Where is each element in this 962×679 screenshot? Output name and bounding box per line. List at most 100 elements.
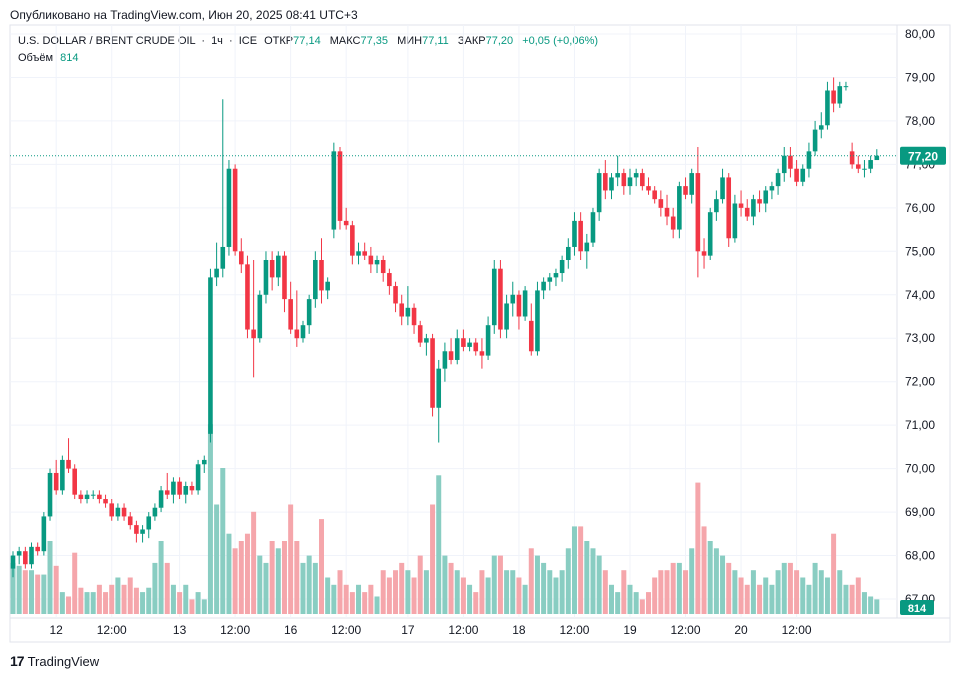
y-tick-label: 80,00 — [905, 27, 935, 41]
candle-body — [843, 86, 849, 88]
candle-body — [640, 173, 645, 187]
volume-bar — [368, 584, 374, 614]
candle-body — [448, 351, 454, 360]
candle-body — [60, 459, 65, 491]
candle-body — [424, 338, 429, 343]
volume-bar — [683, 570, 689, 614]
candle-body — [720, 177, 725, 200]
volume-bar — [553, 577, 559, 614]
volume-bar — [35, 574, 41, 614]
volume-bar — [460, 577, 466, 614]
candle-body — [701, 251, 707, 256]
candle-body — [417, 325, 423, 343]
candle-body — [331, 151, 337, 230]
volume-bar — [288, 504, 294, 614]
open-value: 77,14 — [293, 35, 321, 47]
candle-body — [282, 255, 287, 300]
candle-body — [806, 151, 812, 169]
candle-body — [66, 459, 71, 469]
y-tick-label: 75,00 — [905, 244, 935, 258]
volume-bar — [78, 587, 84, 614]
volume-bar — [10, 562, 16, 614]
candle-body — [781, 155, 787, 174]
interval-label[interactable]: 1ч — [211, 35, 223, 47]
candle-body — [343, 220, 349, 226]
candle-body — [541, 281, 546, 291]
volume-bar — [738, 577, 744, 614]
candle-body — [115, 507, 121, 517]
volume-bar — [689, 548, 695, 614]
candle-body — [547, 277, 553, 282]
volume-bar — [386, 577, 392, 614]
candle-body — [405, 307, 411, 317]
volume-bar — [565, 548, 571, 614]
y-tick-label: 73,00 — [905, 331, 935, 345]
candle-body — [411, 307, 417, 326]
x-tick-label: 19 — [623, 623, 637, 637]
volume-bar — [627, 584, 633, 614]
volume-bar — [170, 584, 176, 614]
candle-body — [788, 155, 793, 169]
volume-bar — [800, 577, 806, 614]
volume-bar — [66, 596, 72, 614]
volume-bar — [602, 570, 608, 614]
volume-bar — [374, 596, 380, 614]
candle-body — [53, 472, 59, 491]
open-label: ОТКР — [264, 35, 294, 47]
candle-body — [584, 242, 590, 252]
volume-bar — [837, 570, 843, 614]
candle-body — [90, 494, 96, 496]
candle-body — [35, 546, 40, 552]
candle-body — [103, 499, 108, 504]
symbol-name[interactable]: U.S. DOLLAR / BRENT CRUDE OIL — [18, 35, 196, 47]
candle-body — [380, 260, 386, 274]
close-label: ЗАКР — [457, 35, 486, 47]
volume-bar — [430, 504, 436, 614]
candle-body — [627, 177, 633, 187]
candle-body — [269, 260, 275, 278]
volume-bar — [399, 562, 405, 614]
candle-body — [387, 273, 392, 287]
candle-body — [121, 507, 127, 517]
candle-body — [467, 342, 472, 347]
candle-body — [849, 151, 855, 165]
volume-bar — [423, 570, 429, 614]
volume-bar — [393, 570, 399, 614]
volume-value: 814 — [60, 52, 79, 64]
volume-bar — [658, 570, 664, 614]
candle-body — [837, 86, 843, 104]
x-tick-label: 17 — [401, 623, 415, 637]
candle-body — [23, 551, 28, 565]
volume-bar — [164, 562, 170, 614]
candle-body — [473, 342, 479, 352]
volume-bar — [362, 592, 368, 614]
volume-bar — [726, 562, 732, 614]
x-tick-label: 12:00 — [97, 623, 127, 637]
volume-bar — [319, 519, 324, 614]
volume-bar — [547, 570, 553, 614]
volume-bar — [701, 526, 707, 614]
volume-bar — [744, 584, 750, 614]
candle-body — [491, 268, 497, 326]
volume-bar — [47, 541, 53, 614]
y-tick-label: 74,00 — [905, 288, 935, 302]
volume-bar — [485, 577, 491, 614]
volume-bar — [596, 555, 602, 614]
candle-body — [855, 164, 861, 169]
candle-body — [97, 494, 102, 500]
volume-bar — [824, 577, 830, 614]
candle-body — [479, 351, 485, 356]
candle-body — [677, 186, 682, 230]
volume-bar — [818, 570, 824, 614]
candle-body — [578, 220, 583, 252]
candle-body — [78, 494, 84, 500]
volume-bar — [615, 592, 621, 614]
last-volume-tag — [900, 600, 934, 615]
last-price-label: 77,20 — [908, 150, 938, 164]
volume-bar — [510, 570, 516, 614]
volume-label[interactable]: Объём — [18, 52, 54, 64]
volume-bar — [504, 570, 510, 614]
volume-bar — [769, 584, 775, 614]
volume-bar — [84, 592, 90, 614]
